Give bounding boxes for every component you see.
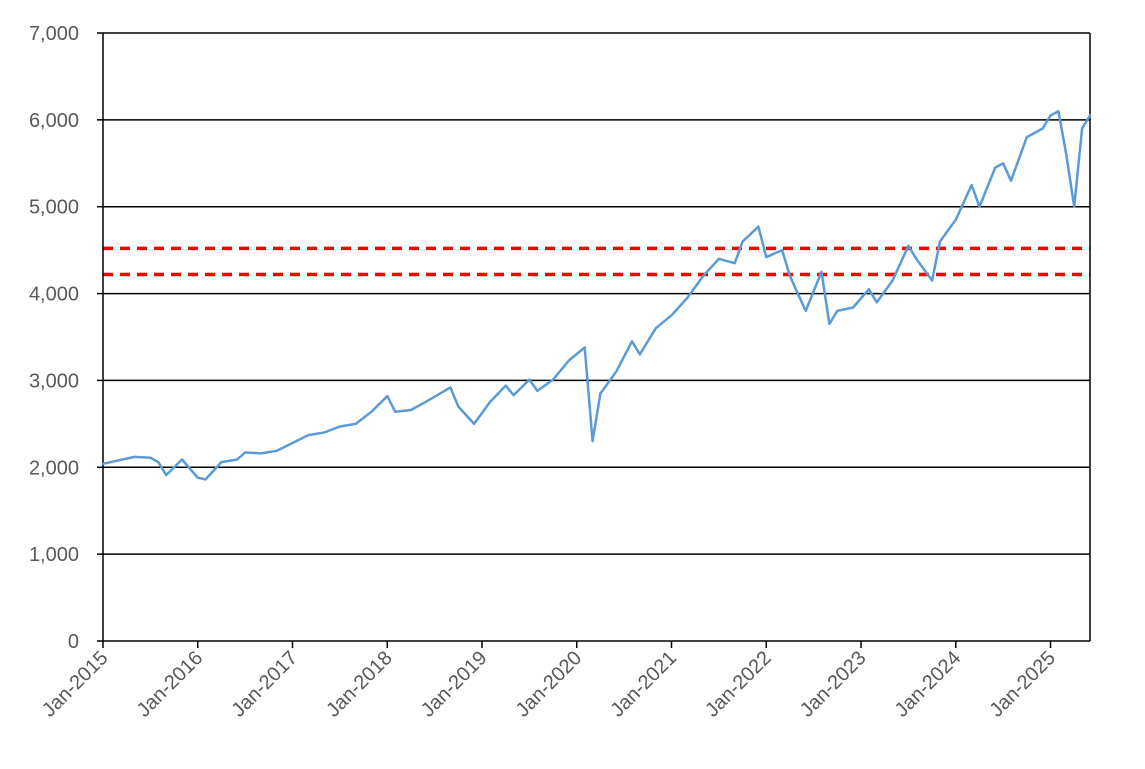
- y-tick-label: 6,000: [29, 110, 79, 132]
- x-tick-label: Jan-2018: [322, 647, 397, 722]
- y-tick-label: 5,000: [29, 197, 79, 219]
- y-tick-labels: 0 1,000 2,000 3,000 4,000 5,000 6,000 7,000: [29, 23, 79, 653]
- axes: [97, 32, 1091, 648]
- x-tick-label: Jan-2020: [512, 647, 587, 722]
- x-tick-labels: Jan-2015 Jan-2016 Jan-2017 Jan-2018 Jan-2019…: [38, 647, 1060, 722]
- y-tick-label: 0: [68, 631, 79, 653]
- x-tick-label: Jan-2025: [986, 647, 1061, 722]
- y-tick-label: 7,000: [29, 23, 79, 45]
- x-tick-label: Jan-2022: [701, 647, 776, 722]
- x-tick-label: Jan-2019: [417, 647, 492, 722]
- x-tick-label: Jan-2021: [607, 647, 682, 722]
- x-tick-label: Jan-2017: [228, 647, 303, 722]
- x-tick-label: Jan-2016: [133, 647, 208, 722]
- y-tick-label: 4,000: [29, 284, 79, 306]
- series-layer: [101, 109, 1092, 481]
- y-tick-label: 1,000: [29, 544, 79, 566]
- x-tick-label: Jan-2024: [891, 647, 966, 722]
- x-tick-label: Jan-2015: [38, 647, 113, 722]
- gridlines: [103, 32, 1090, 555]
- reference-lines: [103, 246, 1090, 277]
- x-tick-label: Jan-2023: [796, 647, 871, 722]
- series-line: [101, 109, 1092, 481]
- y-tick-label: 2,000: [29, 457, 79, 479]
- y-tick-label: 3,000: [29, 370, 79, 392]
